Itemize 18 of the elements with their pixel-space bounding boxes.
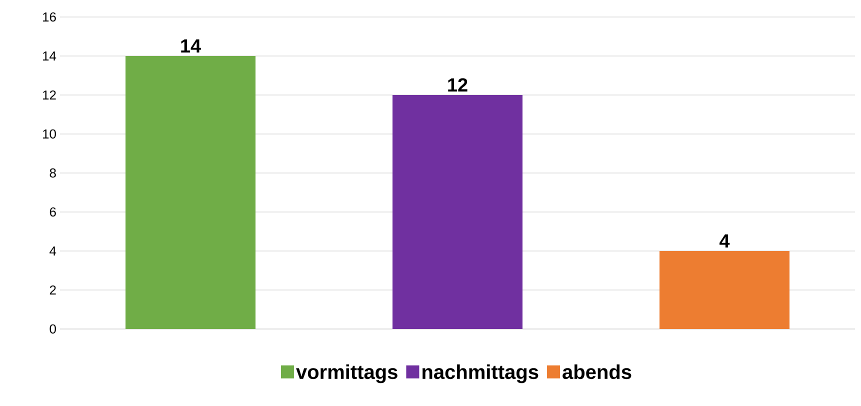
legend-label: nachmittags — [422, 364, 538, 384]
y-tick-label: 2 — [50, 285, 56, 295]
y-tick-label: 8 — [50, 168, 56, 178]
bar — [392, 94, 523, 329]
data-label: 12 — [448, 78, 468, 92]
y-tick-label: 6 — [50, 207, 56, 217]
y-tick-label: 10 — [43, 129, 56, 139]
y-tick-label: 12 — [43, 90, 56, 100]
y-tick-label: 0 — [50, 324, 56, 334]
bar — [660, 250, 790, 329]
bar — [126, 56, 256, 329]
legend-label: vormittags — [296, 364, 398, 384]
legend-label: abends — [562, 364, 632, 380]
data-label: 4 — [720, 234, 730, 248]
data-label: 14 — [181, 39, 201, 52]
y-tick-label: 14 — [43, 52, 56, 60]
y-tick-label: 16 — [43, 12, 56, 22]
y-tick-label: 4 — [50, 246, 56, 256]
